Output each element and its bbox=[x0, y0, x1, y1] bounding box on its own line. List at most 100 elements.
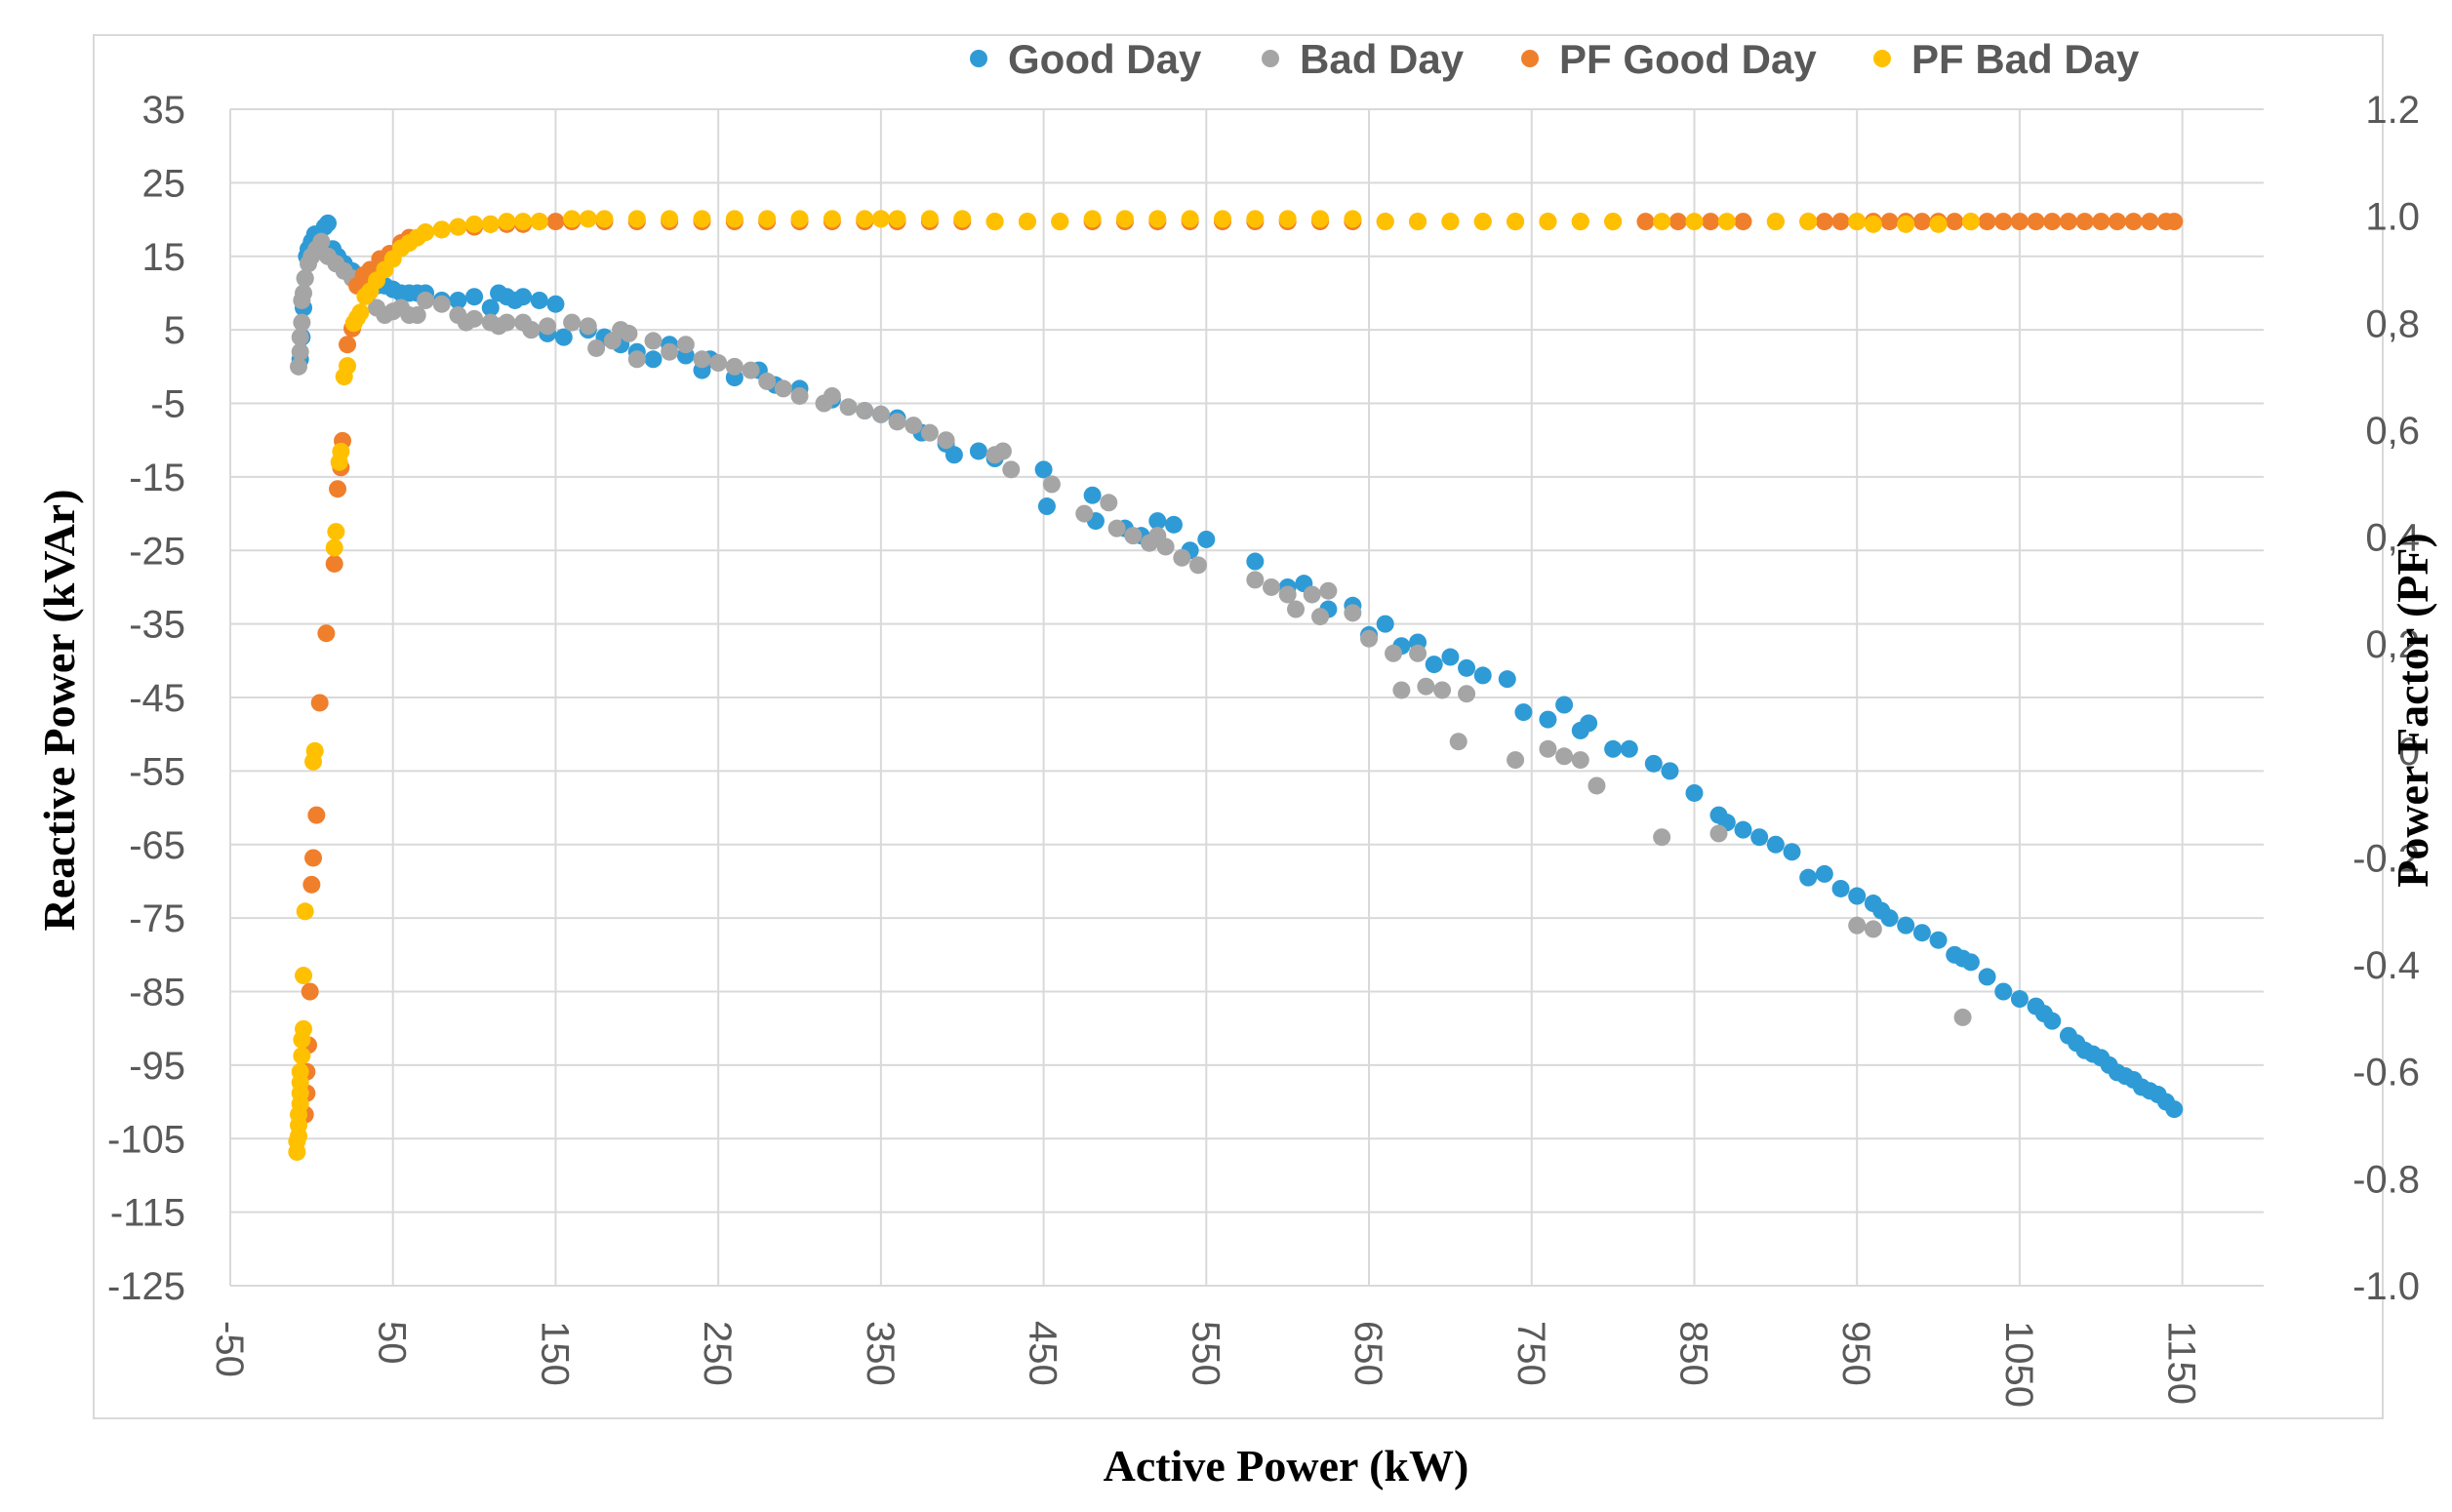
data-point bbox=[1100, 494, 1118, 512]
data-point bbox=[1246, 552, 1265, 571]
legend-label: Bad Day bbox=[1300, 36, 1465, 82]
data-point bbox=[1685, 783, 1704, 802]
data-point bbox=[856, 210, 874, 228]
legend-item: Good Day bbox=[970, 36, 1202, 82]
axes: 35 25 15 5 -5 -15 -25 -35 -45 -55 -65 -75 -85 -95 -105… bbox=[107, 89, 2420, 1408]
y-tick-label: 5 bbox=[164, 309, 185, 352]
data-point bbox=[1653, 213, 1671, 231]
data-point bbox=[790, 386, 809, 405]
data-point bbox=[1815, 213, 1833, 231]
data-point bbox=[1392, 681, 1411, 699]
x-tick-label: -50 bbox=[208, 1321, 251, 1377]
x-tick-label: 650 bbox=[1347, 1321, 1389, 1386]
data-point bbox=[1514, 703, 1533, 722]
data-point bbox=[1864, 920, 1882, 938]
data-point bbox=[1344, 210, 1362, 228]
data-point bbox=[498, 313, 516, 332]
data-point bbox=[1912, 924, 1931, 942]
data-point bbox=[290, 357, 308, 376]
data-point bbox=[920, 423, 939, 442]
data-point bbox=[1311, 210, 1330, 228]
data-point bbox=[1848, 213, 1867, 231]
data-point bbox=[1978, 213, 1996, 231]
data-point bbox=[563, 210, 582, 228]
data-point bbox=[1425, 656, 1443, 674]
data-point bbox=[293, 1047, 311, 1065]
data-point bbox=[465, 309, 484, 328]
data-point bbox=[291, 328, 309, 346]
data-point bbox=[1864, 215, 1882, 233]
data-point bbox=[693, 210, 711, 228]
data-point bbox=[296, 269, 314, 288]
data-point bbox=[522, 321, 541, 339]
data-point bbox=[1441, 648, 1460, 666]
data-point bbox=[312, 232, 331, 251]
data-point bbox=[1473, 666, 1492, 685]
data-point bbox=[449, 218, 467, 236]
data-point bbox=[1376, 615, 1394, 633]
data-point bbox=[417, 223, 435, 242]
data-point bbox=[725, 210, 744, 228]
data-point bbox=[530, 291, 548, 309]
data-point bbox=[1148, 210, 1167, 228]
legend-item: PF Bad Day bbox=[1873, 36, 2140, 82]
data-point bbox=[1766, 835, 1785, 854]
data-point bbox=[332, 442, 350, 460]
data-point bbox=[1994, 982, 2013, 1001]
data-point bbox=[1994, 213, 2013, 231]
data-point bbox=[1164, 515, 1183, 534]
data-point bbox=[644, 350, 663, 369]
series-pf-bad-day bbox=[288, 210, 1980, 1161]
data-point bbox=[449, 291, 467, 309]
y-tick-label: -105 bbox=[107, 1118, 185, 1161]
data-point bbox=[1360, 629, 1379, 648]
x-tick-label: 50 bbox=[371, 1321, 414, 1365]
data-point bbox=[319, 214, 338, 232]
x-tick-label: 150 bbox=[533, 1321, 576, 1386]
data-point bbox=[823, 210, 841, 228]
data-point bbox=[295, 284, 313, 302]
y2-tick-label: -1.0 bbox=[2352, 1265, 2420, 1308]
data-point bbox=[2043, 1012, 2062, 1030]
data-point bbox=[2108, 213, 2126, 231]
data-point bbox=[1848, 887, 1867, 905]
data-point bbox=[1709, 824, 1728, 843]
data-point bbox=[1571, 213, 1589, 231]
y-tick-label: 25 bbox=[142, 162, 186, 205]
data-point bbox=[1417, 677, 1435, 696]
data-point bbox=[2043, 213, 2062, 231]
data-point bbox=[1978, 968, 1996, 986]
data-point bbox=[1620, 739, 1638, 758]
data-point bbox=[432, 220, 451, 239]
y-tick-label: -115 bbox=[110, 1192, 185, 1235]
y2-tick-label: -0.6 bbox=[2352, 1052, 2420, 1094]
data-point bbox=[1661, 762, 1679, 780]
data-point bbox=[554, 328, 573, 346]
data-point bbox=[676, 336, 695, 354]
data-point bbox=[481, 298, 500, 317]
data-point bbox=[1037, 497, 1056, 516]
data-point bbox=[1433, 681, 1452, 699]
legend-marker bbox=[970, 50, 987, 67]
data-point bbox=[1197, 530, 1216, 548]
data-point bbox=[1124, 527, 1143, 545]
data-point bbox=[546, 213, 565, 231]
data-point bbox=[945, 446, 963, 464]
data-point bbox=[304, 849, 323, 867]
data-point bbox=[2059, 213, 2077, 231]
data-point bbox=[1929, 215, 1948, 233]
data-point bbox=[432, 295, 451, 313]
data-point bbox=[758, 372, 777, 390]
data-point bbox=[1246, 571, 1265, 589]
data-point bbox=[1263, 577, 1281, 596]
data-point bbox=[339, 357, 357, 376]
data-point bbox=[1458, 685, 1476, 703]
legend-label: PF Good Day bbox=[1559, 36, 1817, 82]
y-tick-label: 15 bbox=[142, 236, 186, 279]
data-point bbox=[1880, 213, 1899, 231]
data-point bbox=[595, 210, 614, 228]
y-tick-label: 35 bbox=[142, 89, 186, 132]
y2-tick-label: -0.8 bbox=[2352, 1158, 2420, 1201]
x-tick-label: 950 bbox=[1834, 1321, 1877, 1386]
